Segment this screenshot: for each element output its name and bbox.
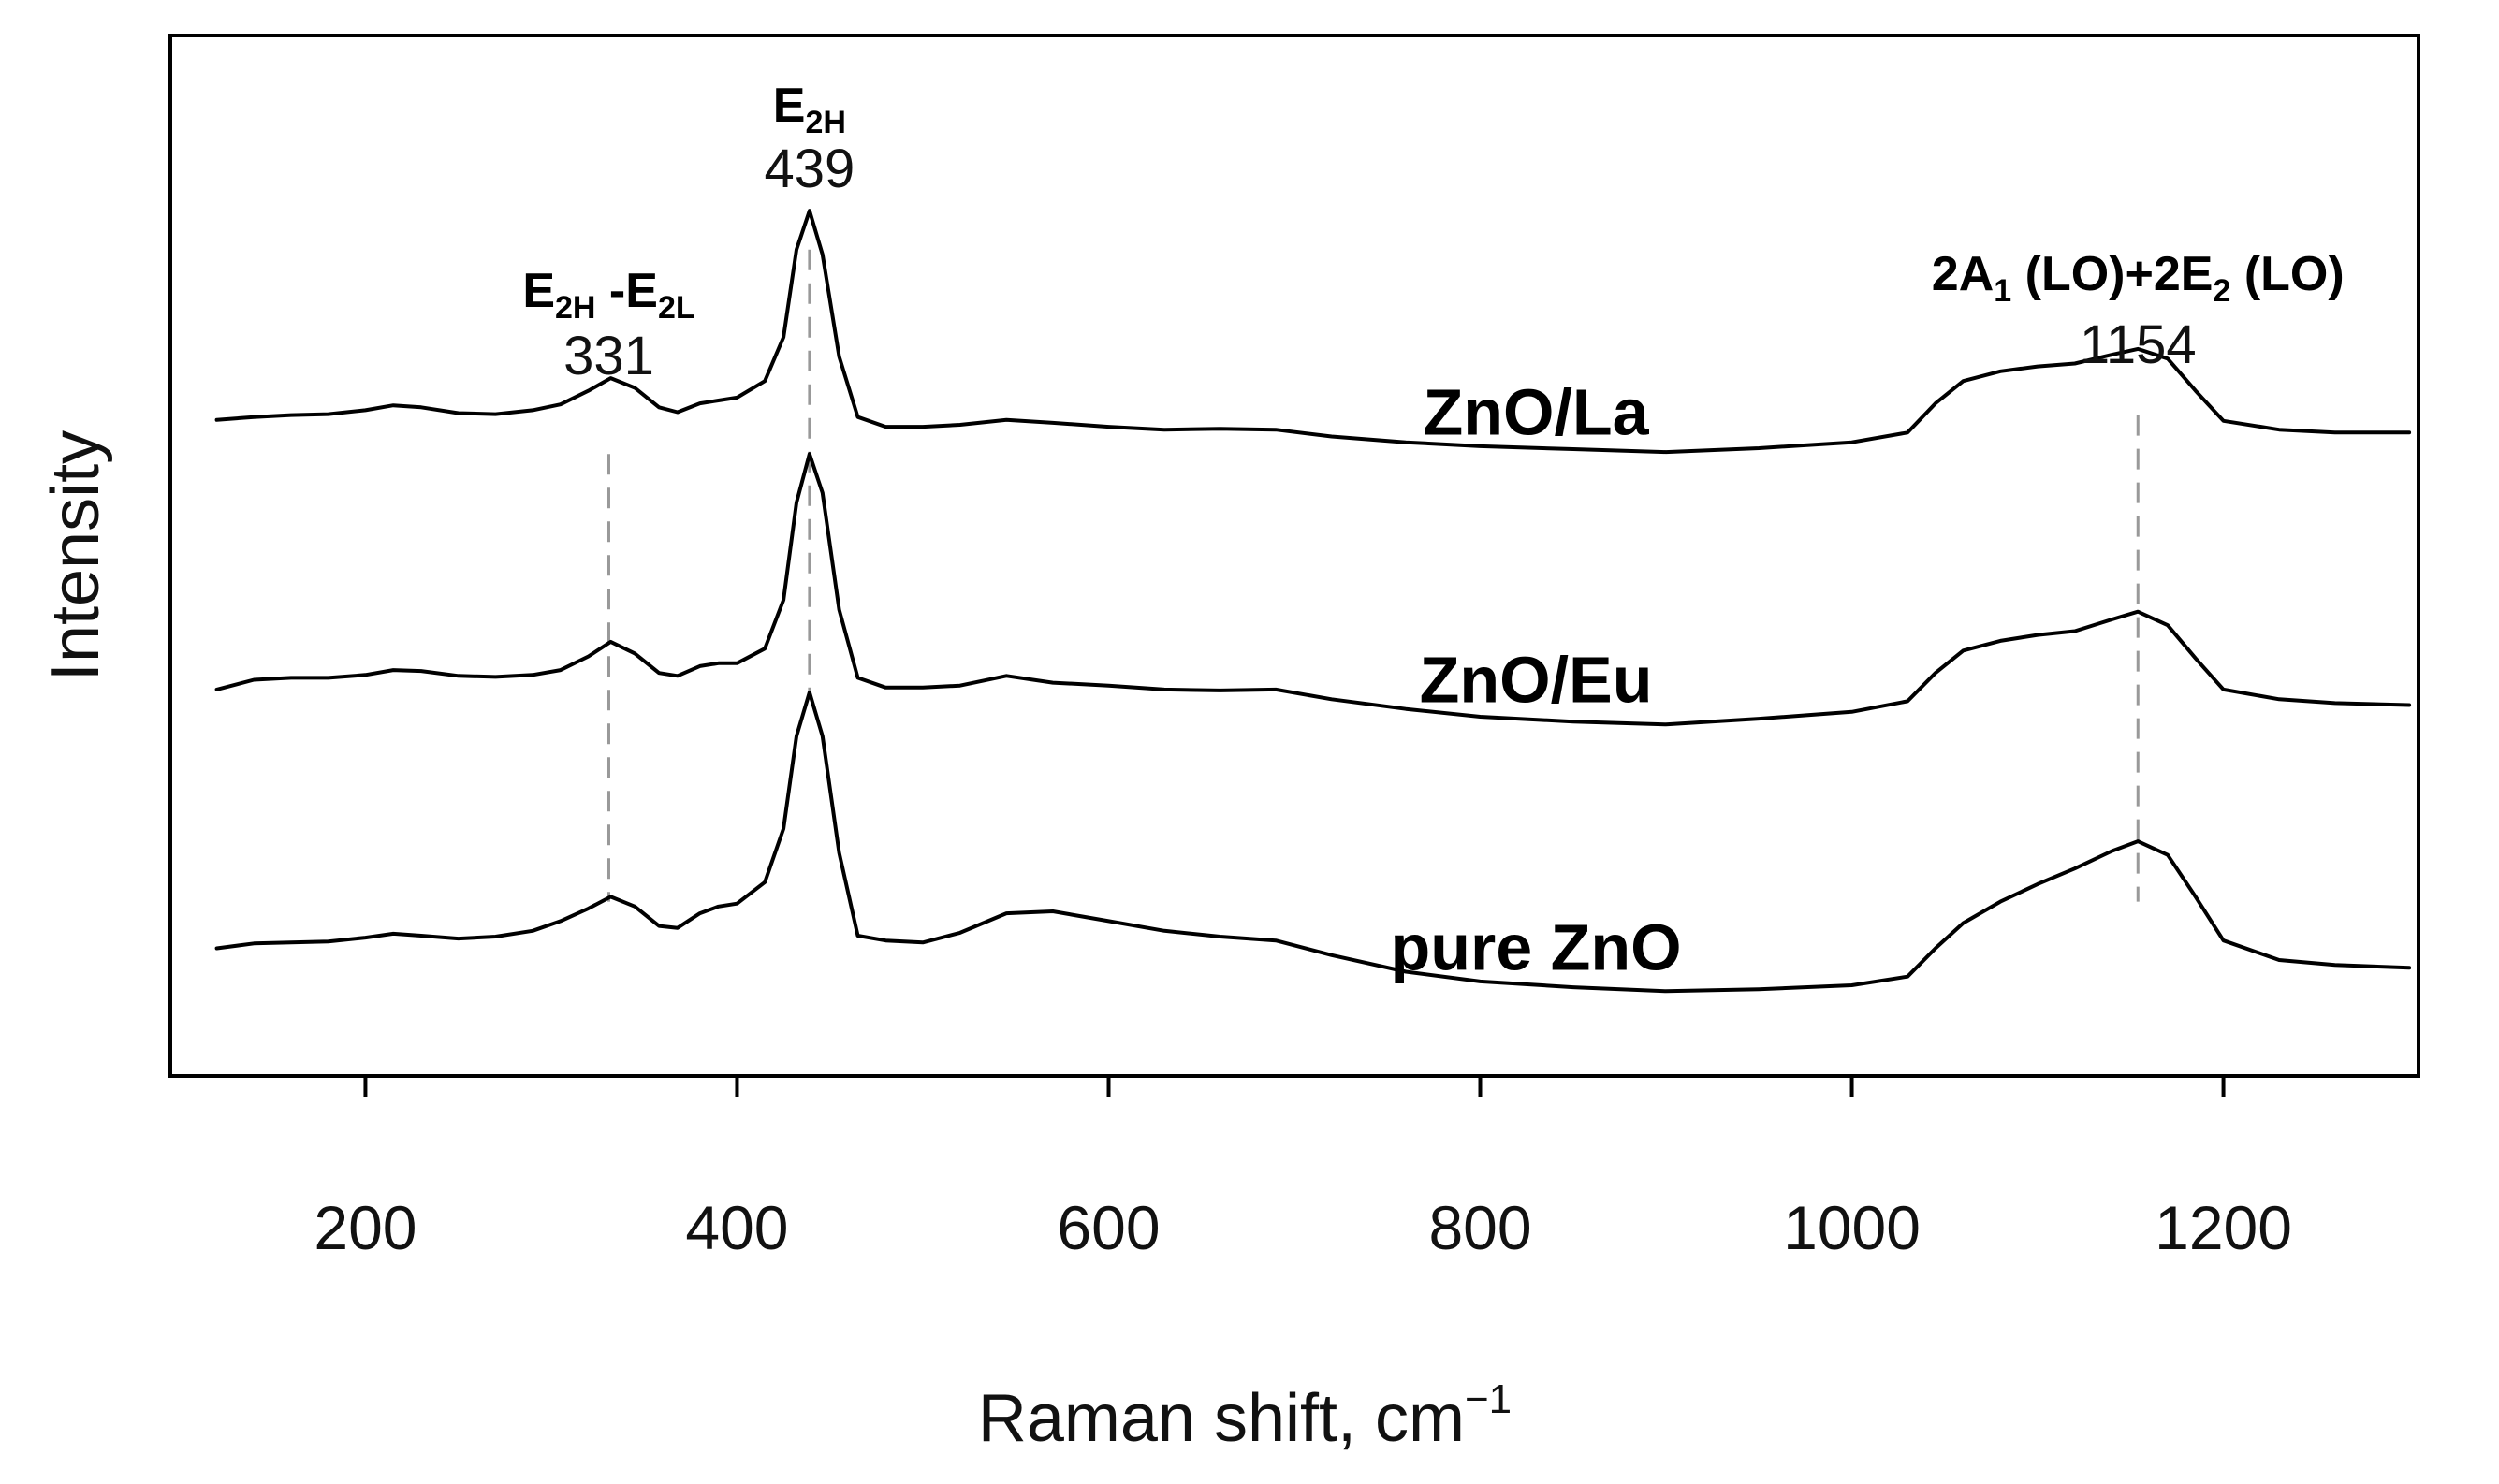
peak-value-label-331: 331 xyxy=(563,326,654,386)
x-tick-label-1200: 1200 xyxy=(2155,1193,2292,1262)
peak-value-label-1154: 1154 xyxy=(2080,314,2197,375)
x-axis-title-unit-sup: −1 xyxy=(1465,1376,1512,1422)
y-axis-title: Intensity xyxy=(38,430,113,681)
series-line-zno-la xyxy=(214,209,2412,455)
peak-mode-label-1154: 2A1 (LO)+2E2 (LO) xyxy=(1932,247,2345,309)
x-axis-title: Raman shift, cm−1 xyxy=(978,1376,1512,1456)
x-tick-label-800: 800 xyxy=(1428,1193,1531,1262)
series-label-zno-eu: ZnO/Eu xyxy=(1420,643,1653,716)
series-label-pure-zno: pure ZnO xyxy=(1391,910,1682,983)
peak-marker-lines xyxy=(606,249,2140,902)
spectra-series xyxy=(214,209,2412,994)
x-tick-label-200: 200 xyxy=(314,1193,416,1262)
series-line-pure-zno xyxy=(214,691,2412,994)
series-label-zno-la: ZnO/La xyxy=(1424,375,1650,448)
plot-frame xyxy=(168,34,2420,1078)
peak-mode-label-439: E2H xyxy=(773,79,846,140)
peak-mode-label-331: E2H -E2L xyxy=(522,264,694,326)
x-axis-title-text: Raman shift, cm xyxy=(978,1381,1465,1456)
series-line-zno-eu xyxy=(214,452,2412,727)
series-labels: ZnO/La ZnO/Eu pure ZnO xyxy=(1391,375,1682,983)
peak-value-label-439: 439 xyxy=(764,138,855,199)
x-tick-label-1000: 1000 xyxy=(1783,1193,1921,1262)
x-tick-label-600: 600 xyxy=(1057,1193,1160,1262)
x-tick-label-400: 400 xyxy=(685,1193,788,1262)
x-axis-ticks: 200 400 600 800 1000 1200 xyxy=(314,1076,2292,1262)
